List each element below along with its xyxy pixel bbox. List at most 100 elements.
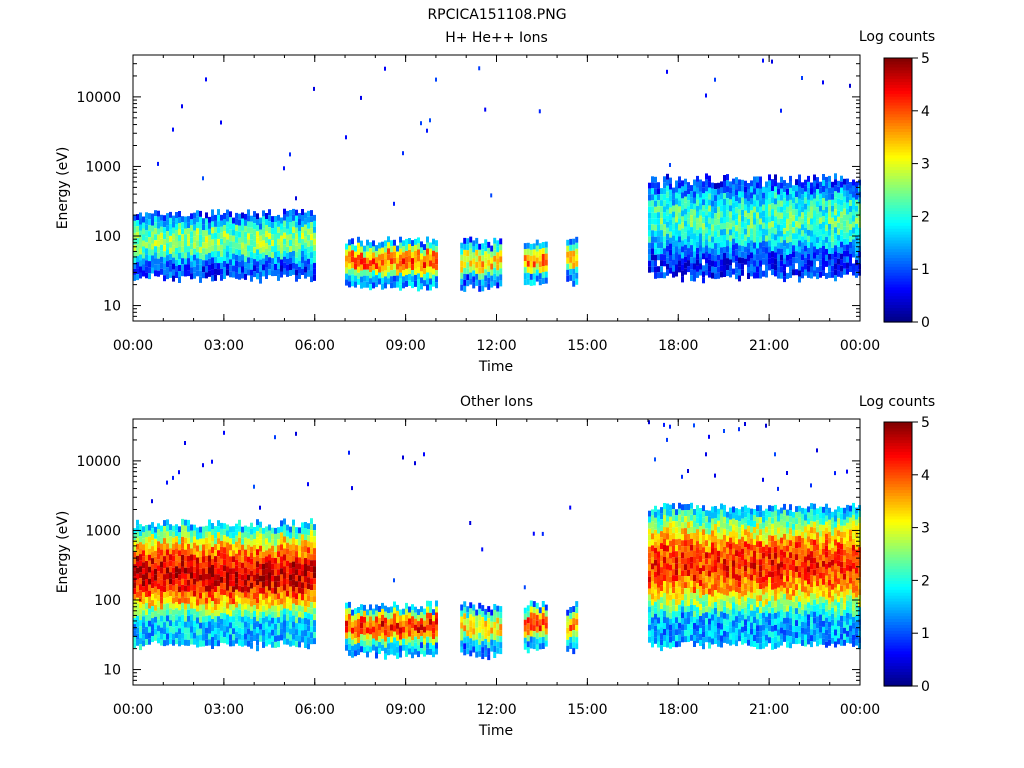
heatmap-cell <box>705 245 708 252</box>
heatmap-cell <box>274 617 277 624</box>
heatmap-cell <box>819 259 822 266</box>
heatmap-cell <box>280 217 283 224</box>
heatmap-cell <box>190 596 193 603</box>
heatmap-cell <box>268 608 271 615</box>
heatmap-cell <box>732 626 735 633</box>
heatmap-cell <box>414 624 417 631</box>
heatmap-cell <box>154 628 157 635</box>
heatmap-cell <box>387 619 390 626</box>
heatmap-cell <box>199 246 202 253</box>
heatmap-cell <box>253 545 256 551</box>
heatmap-cell <box>190 614 193 621</box>
heatmap-cell <box>172 525 175 532</box>
heatmap-cell <box>154 240 157 247</box>
heatmap-cell <box>684 226 687 233</box>
heatmap-cell <box>226 608 229 615</box>
heatmap-cell <box>657 533 660 540</box>
heatmap-cell <box>214 580 217 587</box>
heatmap-cell <box>651 521 654 528</box>
heatmap-cell <box>572 262 576 269</box>
heatmap-cell <box>663 527 666 533</box>
heatmap-cell <box>408 648 411 655</box>
heatmap-cell <box>714 195 717 202</box>
heatmap-cell <box>843 208 846 215</box>
heatmap-cell <box>678 550 681 557</box>
heatmap-cell <box>789 217 792 224</box>
heatmap-cell <box>484 608 488 615</box>
heatmap-cell <box>301 600 304 607</box>
heatmap-cell <box>208 597 211 604</box>
heatmap-cell <box>247 604 250 611</box>
colorbar-tick-label: 2 <box>921 209 930 225</box>
heatmap-cell <box>807 211 810 218</box>
heatmap-cell <box>732 244 735 251</box>
heatmap-cell <box>247 239 250 246</box>
heatmap-cell <box>345 243 348 250</box>
heatmap-cell <box>304 582 307 588</box>
heatmap-cell <box>741 179 744 186</box>
heatmap-cell <box>675 515 678 522</box>
heatmap-cell <box>660 194 663 201</box>
heatmap-cell <box>184 585 187 592</box>
heatmap-cell <box>717 604 720 611</box>
heatmap-cell <box>363 634 366 641</box>
heatmap-cell <box>369 646 372 653</box>
heatmap-cell <box>660 248 663 255</box>
heatmap-cell <box>702 253 705 260</box>
heatmap-cell <box>762 198 765 205</box>
heatmap-cell <box>193 626 196 633</box>
heatmap-cell <box>244 531 247 538</box>
heatmap-cell <box>705 588 708 595</box>
heatmap-cell <box>429 242 432 249</box>
heatmap-cell <box>289 616 292 623</box>
heatmap-cell <box>417 627 420 634</box>
heatmap-cell <box>211 459 213 464</box>
heatmap-cell <box>711 536 714 543</box>
heatmap-cell <box>280 265 283 272</box>
heatmap-cell <box>572 618 576 625</box>
heatmap-cell <box>696 271 699 278</box>
heatmap-cell <box>184 222 187 229</box>
heatmap-cell <box>247 580 250 587</box>
heatmap-cell <box>214 214 217 221</box>
heatmap-cell <box>298 243 301 249</box>
heatmap-cell <box>184 270 187 277</box>
heatmap-cell <box>166 543 169 550</box>
data-block <box>648 58 861 284</box>
colorbar-swatch <box>884 184 912 188</box>
heatmap-cell <box>301 534 304 541</box>
heatmap-cell <box>178 592 181 599</box>
heatmap-cell <box>690 604 693 611</box>
heatmap-cell <box>523 279 527 286</box>
heatmap-cell <box>145 266 148 273</box>
heatmap-cell <box>375 634 378 641</box>
heatmap-cell <box>250 588 253 595</box>
heatmap-cell <box>702 619 705 626</box>
heatmap-cell <box>160 561 163 568</box>
heatmap-cell <box>262 258 265 265</box>
heatmap-cell <box>145 543 148 549</box>
heatmap-cell <box>735 225 738 232</box>
heatmap-cell <box>289 210 292 216</box>
heatmap-cell <box>675 186 678 193</box>
heatmap-cell <box>720 509 723 516</box>
heatmap-cell <box>241 598 244 605</box>
heatmap-cell <box>217 598 220 605</box>
heatmap-cell <box>852 197 855 204</box>
heatmap-cell <box>702 193 705 200</box>
heatmap-cell <box>783 186 786 193</box>
heatmap-cell <box>807 253 810 260</box>
heatmap-cell <box>262 228 265 235</box>
heatmap-cell <box>798 210 801 217</box>
heatmap-cell <box>202 224 205 231</box>
heatmap-cell <box>837 246 840 253</box>
heatmap-cell <box>798 252 801 259</box>
colorbar-swatch <box>884 307 912 311</box>
heatmap-cell <box>669 504 672 511</box>
heatmap-cell <box>572 630 576 637</box>
heatmap-cell <box>411 652 414 659</box>
heatmap-cell <box>169 590 172 597</box>
heatmap-cell <box>256 555 259 562</box>
heatmap-cell <box>684 256 687 263</box>
heatmap-cell <box>762 58 764 63</box>
